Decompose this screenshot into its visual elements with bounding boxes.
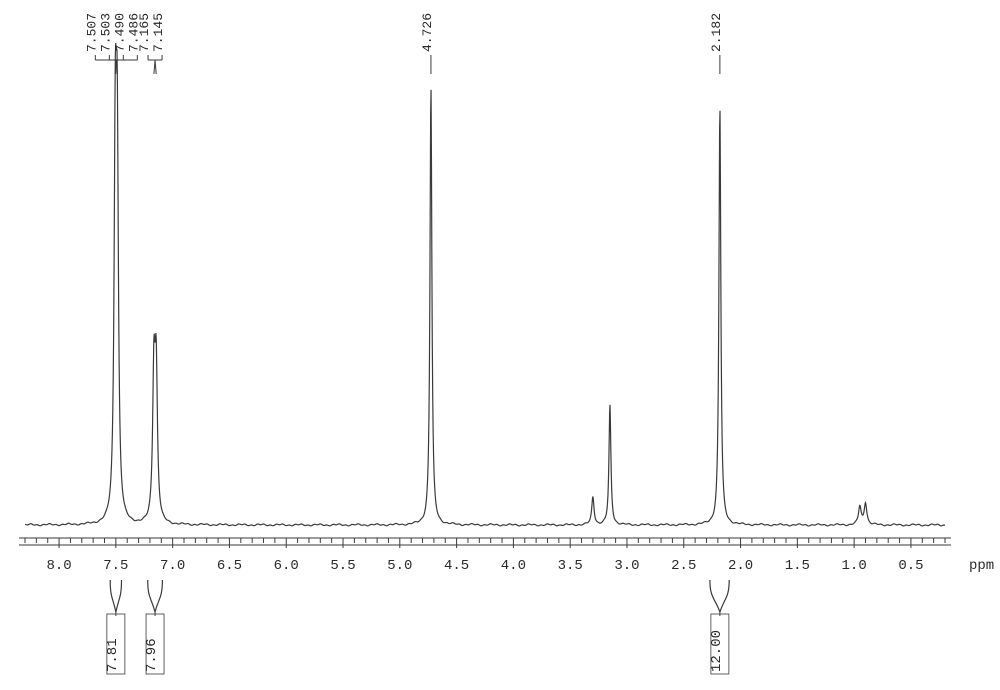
axis-tick-label: 1.0	[842, 558, 867, 574]
peak-pointer	[155, 60, 156, 74]
peak-ppm-label: 7.507	[84, 13, 99, 52]
axis-tick-label: 4.0	[501, 558, 526, 574]
axis-tick-label: 6.5	[217, 558, 242, 574]
axis-tick-label: 0.5	[898, 558, 923, 574]
integral-bracket	[710, 580, 729, 612]
integral-bracket	[110, 580, 121, 612]
axis-tick-label: 1.5	[785, 558, 810, 574]
axis-tick-label: 7.0	[160, 558, 185, 574]
axis-tick-label: 3.5	[558, 558, 583, 574]
axis-unit-label: ppm	[969, 558, 994, 574]
integral-labels: 7.817.9612.00	[105, 580, 729, 674]
integral-value-label: 12.00	[709, 630, 725, 672]
nmr-spectrum-figure: { "figure": { "type": "nmr_spectrum", "w…	[0, 0, 1000, 690]
nmr-svg: 8.0 7.5 7.0 6.5 6.0 5.5 5.0 4.5 4.0 3.5 3.0 2.5 2.0 1…	[0, 0, 1000, 690]
peak-ppm-label: 7.145	[151, 13, 166, 52]
peak-labels: 7.5077.5037.4907.4867.1657.1454.7262.182	[84, 13, 724, 74]
spectrum-trace	[25, 43, 945, 526]
axis-tick-label: 8.0	[46, 558, 71, 574]
integral-bracket	[148, 580, 163, 612]
integral-value-label: 7.81	[105, 638, 121, 672]
axis-tick-label: 3.0	[614, 558, 639, 574]
axis-tick-label: 5.5	[330, 558, 355, 574]
axis-tick-label: 5.0	[387, 558, 412, 574]
peak-ppm-label: 7.490	[112, 13, 127, 52]
axis-tick-label: 2.0	[728, 558, 753, 574]
axis-tick-label: 7.5	[103, 558, 128, 574]
peak-ppm-label: 7.165	[137, 13, 152, 52]
peak-ppm-label: 4.726	[420, 13, 435, 52]
axis-tick-label: 4.5	[444, 558, 469, 574]
axis-tick-label: 2.5	[671, 558, 696, 574]
spectrum-path	[25, 43, 945, 526]
peak-ppm-label: 2.182	[709, 13, 724, 52]
peak-ppm-label: 7.503	[98, 13, 113, 52]
x-axis: 8.0 7.5 7.0 6.5 6.0 5.5 5.0 4.5 4.0 3.5 3.0 2.5 2.0 1…	[19, 538, 994, 574]
axis-tick-label: 6.0	[274, 558, 299, 574]
